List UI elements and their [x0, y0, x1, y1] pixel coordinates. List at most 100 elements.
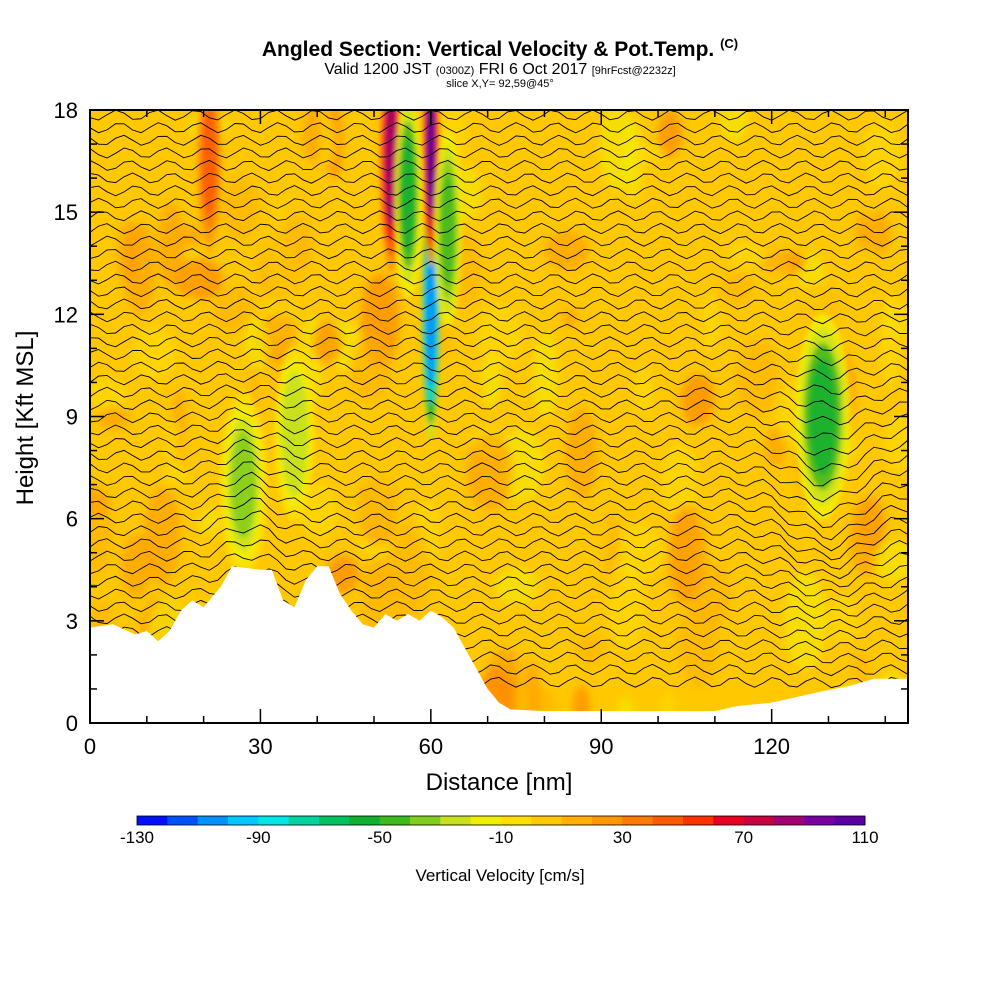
shading-blob — [727, 241, 765, 269]
shading-blob — [477, 303, 523, 367]
shading-blob — [221, 176, 259, 240]
colorbar-segment — [743, 816, 775, 825]
isentrope-line — [90, 222, 908, 235]
shading-blob — [827, 593, 859, 647]
shading-blob — [117, 221, 139, 285]
isentrope-line — [90, 159, 908, 172]
isentrope-line — [90, 323, 908, 338]
isentrope-line — [90, 210, 908, 222]
isentrope-line — [90, 260, 908, 273]
shading-blob — [680, 374, 715, 426]
shading-blob — [856, 212, 872, 250]
colorbar-segment — [319, 816, 350, 825]
x-tick-label: 120 — [753, 734, 790, 759]
colorbar — [136, 815, 866, 826]
isentrope-line — [90, 197, 908, 209]
chart-subtitle: Valid 1200 JST (0300Z) FRI 6 Oct 2017 [9… — [324, 61, 676, 78]
colorbar-segment — [683, 816, 714, 825]
y-tick-label: 12 — [54, 302, 78, 327]
shading-blob — [565, 483, 581, 540]
velocity-feature — [426, 110, 436, 215]
shading-blob — [120, 534, 153, 597]
shading-blob — [853, 652, 869, 684]
colorbar-segment — [834, 816, 866, 825]
y-tick-label: 15 — [54, 200, 78, 225]
shading-blob — [599, 110, 634, 191]
isentrope-line — [90, 122, 908, 134]
shading-blob — [144, 487, 181, 585]
colorbar-tick-label: -130 — [120, 828, 154, 847]
colorbar-tick-label: 30 — [613, 828, 632, 847]
y-axis-label: Height [Kft MSL] — [12, 331, 39, 506]
isentrope-line — [90, 298, 908, 311]
shading-blob — [883, 414, 908, 473]
isentrope-line — [90, 471, 908, 529]
isentrope-line — [90, 248, 908, 260]
isentrope-line — [90, 438, 908, 487]
shading-blob — [273, 236, 300, 324]
x-tick-label: 90 — [589, 734, 613, 759]
chart-title: Angled Section: Vertical Velocity & Pot.… — [261, 36, 739, 61]
potential-temperature-contours — [90, 110, 908, 689]
shading-blob — [213, 286, 254, 334]
shading-blob — [466, 432, 513, 512]
isentrope-line — [90, 134, 908, 146]
isentrope-line — [90, 348, 908, 367]
shading-blob — [181, 225, 204, 248]
plot-area — [90, 110, 908, 723]
shading-blob — [736, 338, 778, 419]
shading-blob — [523, 661, 541, 721]
shading-blob — [349, 334, 393, 401]
isentrope-line — [90, 384, 908, 411]
colorbar-segment — [470, 816, 502, 825]
colorbar-segment — [349, 816, 381, 825]
shading-blob — [90, 377, 129, 410]
axis-ticks — [89, 109, 908, 724]
isentrope-line — [90, 497, 908, 552]
isentrope-line — [90, 429, 908, 472]
y-tick-labels: 0 3 6 9 12 15 18 — [54, 98, 78, 736]
colorbar-segment — [774, 816, 805, 825]
shading-blob — [874, 539, 908, 582]
shading-blob — [657, 110, 682, 157]
isentrope-line — [90, 311, 908, 325]
colorbar-label: Vertical Velocity [cm/s] — [415, 866, 584, 885]
chart-slice-info: slice X,Y= 92,59@45° — [446, 78, 554, 90]
isentrope-line — [90, 539, 908, 580]
y-tick-label: 0 — [66, 711, 78, 736]
colorbar-frame — [136, 815, 866, 826]
colorbar-segment — [379, 816, 411, 825]
shading-blob — [162, 463, 189, 487]
x-tick-labels: 0 30 60 90 120 — [84, 734, 790, 759]
shading-blob — [765, 427, 787, 467]
colorbar-segment — [531, 816, 563, 825]
shading-blob — [640, 603, 670, 700]
isentrope-line — [90, 235, 908, 247]
isentrope-line — [90, 172, 908, 184]
shading-blob — [544, 231, 589, 270]
colorbar-segment — [410, 816, 441, 825]
shading-blob — [624, 142, 664, 165]
colorbar-segment — [440, 816, 472, 825]
shading-blob — [756, 253, 790, 277]
colorbar-tick-label: -90 — [246, 828, 271, 847]
colorbar-segment — [561, 816, 593, 825]
colorbar-segment — [137, 816, 168, 825]
isentrope-line — [90, 407, 908, 440]
shading-blob — [719, 273, 753, 305]
shading-blob — [870, 211, 891, 256]
velocity-feature — [440, 173, 455, 286]
colorbar-tick-label: -10 — [489, 828, 514, 847]
isentrope-line — [90, 335, 908, 351]
x-tick-label: 30 — [248, 734, 272, 759]
x-axis-label: Distance [nm] — [426, 769, 573, 796]
isentrope-line — [90, 553, 908, 588]
colorbar-segment — [197, 816, 229, 825]
colorbar-segment — [622, 816, 654, 825]
colorbar-segment — [258, 816, 290, 825]
shading-blob — [97, 407, 130, 430]
shading-blob — [312, 322, 342, 365]
colorbar-segment — [501, 816, 532, 825]
isentrope-line — [90, 449, 908, 503]
